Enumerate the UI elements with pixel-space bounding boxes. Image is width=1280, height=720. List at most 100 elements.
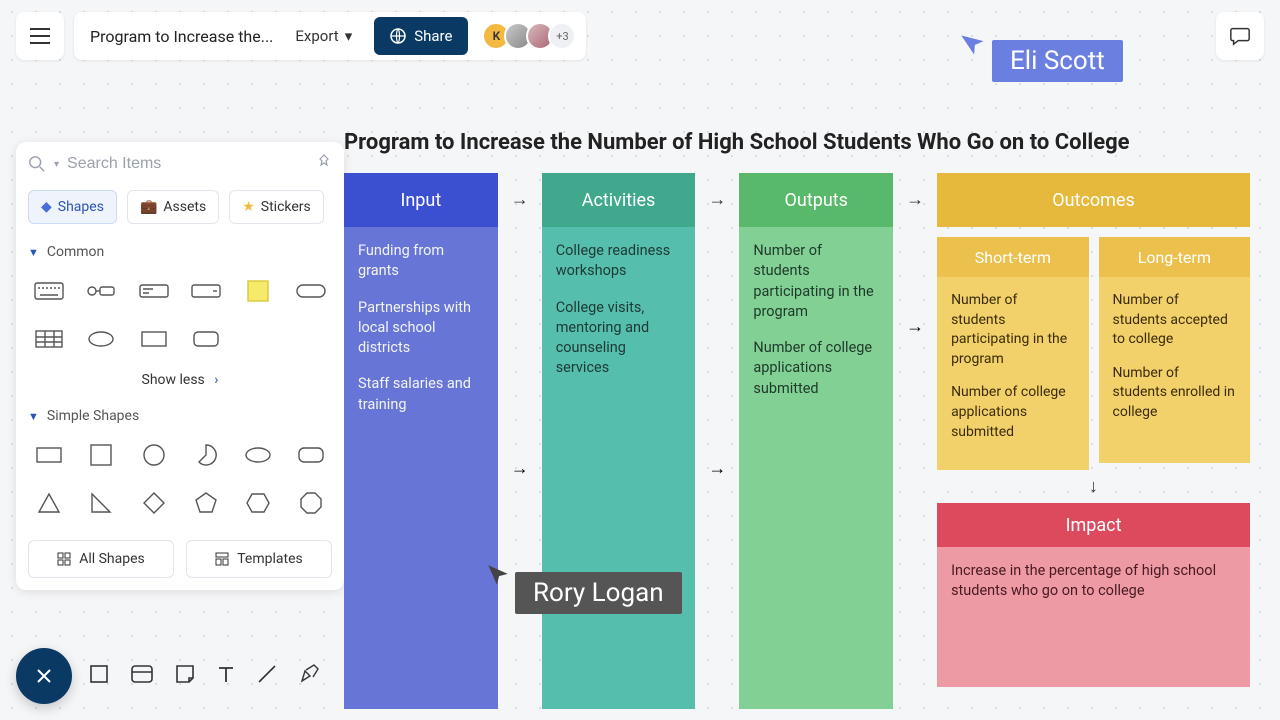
subcol-long-term[interactable]: Long-term Number of students accepted to… — [1099, 237, 1250, 470]
export-button[interactable]: Export ▾ — [285, 19, 362, 53]
pin-icon[interactable] — [316, 154, 332, 174]
shape-pie[interactable] — [185, 436, 227, 474]
tool-note[interactable] — [174, 663, 196, 689]
column-outputs[interactable]: Outputs Number of students participating… — [739, 173, 893, 709]
column-header: Activities — [542, 173, 696, 227]
list-item: Funding from grants — [358, 241, 484, 282]
shape-rectangle[interactable] — [133, 320, 175, 358]
shape-octagon[interactable] — [290, 484, 332, 522]
column-body: Number of students participating in the … — [739, 227, 893, 709]
logic-model-diagram: Input Funding from grants Partnerships w… — [344, 173, 1250, 709]
canvas[interactable]: Program to Increase the Number of High S… — [344, 130, 1250, 709]
arrow-right-icon: → — [903, 316, 927, 337]
bottom-toolbar — [16, 648, 320, 704]
column-outcomes[interactable]: Outcomes Short-term Number of students p… — [937, 173, 1250, 687]
tab-shapes[interactable]: ◆ Shapes — [28, 190, 117, 224]
shape-input[interactable] — [133, 272, 175, 310]
arrow-right-icon: → — [903, 173, 927, 210]
shape-diamond[interactable] — [133, 484, 175, 522]
panel-bottom-buttons: All Shapes Templates — [28, 540, 332, 578]
collaborator-cursor-eli: Eli Scott — [960, 30, 1123, 82]
avatar-more-count[interactable]: +3 — [548, 22, 576, 50]
share-button[interactable]: Share — [374, 17, 468, 55]
outcomes-split: Short-term Number of students participat… — [937, 237, 1250, 470]
tab-label: Shapes — [58, 199, 104, 215]
tabs: ◆ Shapes 💼 Assets ★ Stickers — [28, 190, 332, 224]
sub-body: Number of students accepted to college N… — [1099, 277, 1250, 463]
column-header: Input — [344, 173, 498, 227]
shape-rect[interactable] — [28, 436, 70, 474]
shape-square[interactable] — [80, 436, 122, 474]
tab-label: Stickers — [261, 199, 311, 215]
export-label: Export — [295, 27, 338, 45]
shape-hexagon[interactable] — [237, 484, 279, 522]
cursor-name: Rory Logan — [515, 572, 682, 614]
dropdown-icon[interactable]: ▾ — [54, 159, 59, 170]
grid-icon — [57, 552, 71, 566]
shape-rounded-rect[interactable] — [185, 320, 227, 358]
shape-triangle[interactable] — [28, 484, 70, 522]
sub-header: Long-term — [1099, 237, 1250, 277]
shape-pentagon[interactable] — [185, 484, 227, 522]
list-item: Number of college applications submitted — [951, 383, 1074, 442]
impact-text: Increase in the percentage of high schoo… — [951, 561, 1236, 602]
templates-button[interactable]: Templates — [186, 540, 332, 578]
shape-ellipse[interactable] — [80, 320, 122, 358]
canvas-title: Program to Increase the Number of High S… — [344, 130, 1250, 155]
tool-text[interactable] — [216, 664, 236, 688]
tool-line[interactable] — [256, 663, 278, 689]
show-less-button[interactable]: Show less › — [28, 372, 332, 388]
section-simple[interactable]: ▼ Simple Shapes — [28, 408, 332, 424]
comment-button[interactable] — [1216, 12, 1264, 60]
shapes-panel: ▾ ◆ Shapes 💼 Assets ★ Stickers ▼ Common — [16, 142, 344, 590]
close-fab[interactable] — [16, 648, 72, 704]
hamburger-icon — [30, 28, 50, 44]
simple-shapes-grid — [28, 436, 332, 522]
document-title[interactable]: Program to Increase the... — [90, 27, 273, 46]
shape-oval[interactable] — [237, 436, 279, 474]
comment-icon — [1229, 25, 1251, 47]
impact-block[interactable]: Impact Increase in the percentage of hig… — [937, 503, 1250, 687]
shape-keyboard[interactable] — [28, 272, 70, 310]
search-input[interactable] — [67, 155, 308, 173]
column-activities[interactable]: Activities College readiness workshops C… — [542, 173, 696, 709]
impact-body: Increase in the percentage of high schoo… — [937, 547, 1250, 687]
column-header: Outputs — [739, 173, 893, 227]
title-bar: Program to Increase the... Export ▾ Shar… — [74, 12, 586, 60]
star-icon: ★ — [242, 199, 255, 215]
briefcase-icon: 💼 — [140, 199, 157, 215]
subcol-short-term[interactable]: Short-term Number of students participat… — [937, 237, 1088, 470]
tool-rectangle[interactable] — [88, 663, 110, 689]
shape-circle[interactable] — [133, 436, 175, 474]
shape-rounded[interactable] — [290, 436, 332, 474]
share-label: Share — [414, 27, 452, 45]
chevron-down-icon: ▼ — [28, 410, 39, 423]
column-input[interactable]: Input Funding from grants Partnerships w… — [344, 173, 498, 709]
collaborator-avatars[interactable]: K +3 — [488, 22, 576, 50]
tool-frame[interactable] — [130, 664, 154, 688]
tab-stickers[interactable]: ★ Stickers — [229, 190, 324, 224]
cursor-icon — [485, 562, 511, 594]
shape-panel[interactable] — [290, 272, 332, 310]
chevron-down-icon: ▾ — [345, 27, 353, 45]
section-common[interactable]: ▼ Common — [28, 244, 332, 260]
list-item: Partnerships with local school districts — [358, 298, 484, 359]
globe-icon — [390, 28, 406, 44]
list-item: Number of students enrolled in college — [1113, 364, 1236, 423]
section-label: Common — [47, 244, 104, 260]
all-shapes-button[interactable]: All Shapes — [28, 540, 174, 578]
list-item: College visits, mentoring and counseling… — [556, 298, 682, 379]
tool-pen[interactable] — [298, 663, 320, 689]
shape-table[interactable] — [28, 320, 70, 358]
tab-assets[interactable]: 💼 Assets — [127, 190, 219, 224]
cursor-name: Eli Scott — [992, 40, 1123, 82]
shape-card[interactable] — [185, 272, 227, 310]
shape-sticky-note[interactable] — [237, 272, 279, 310]
list-item: Number of students participating in the … — [753, 241, 879, 322]
shape-right-triangle[interactable] — [80, 484, 122, 522]
arrow-right-icon: → — [705, 173, 729, 210]
hamburger-menu-button[interactable] — [16, 12, 64, 60]
collaborator-cursor-rory: Rory Logan — [485, 562, 682, 614]
search-row: ▾ — [28, 154, 332, 174]
shape-connector[interactable] — [80, 272, 122, 310]
